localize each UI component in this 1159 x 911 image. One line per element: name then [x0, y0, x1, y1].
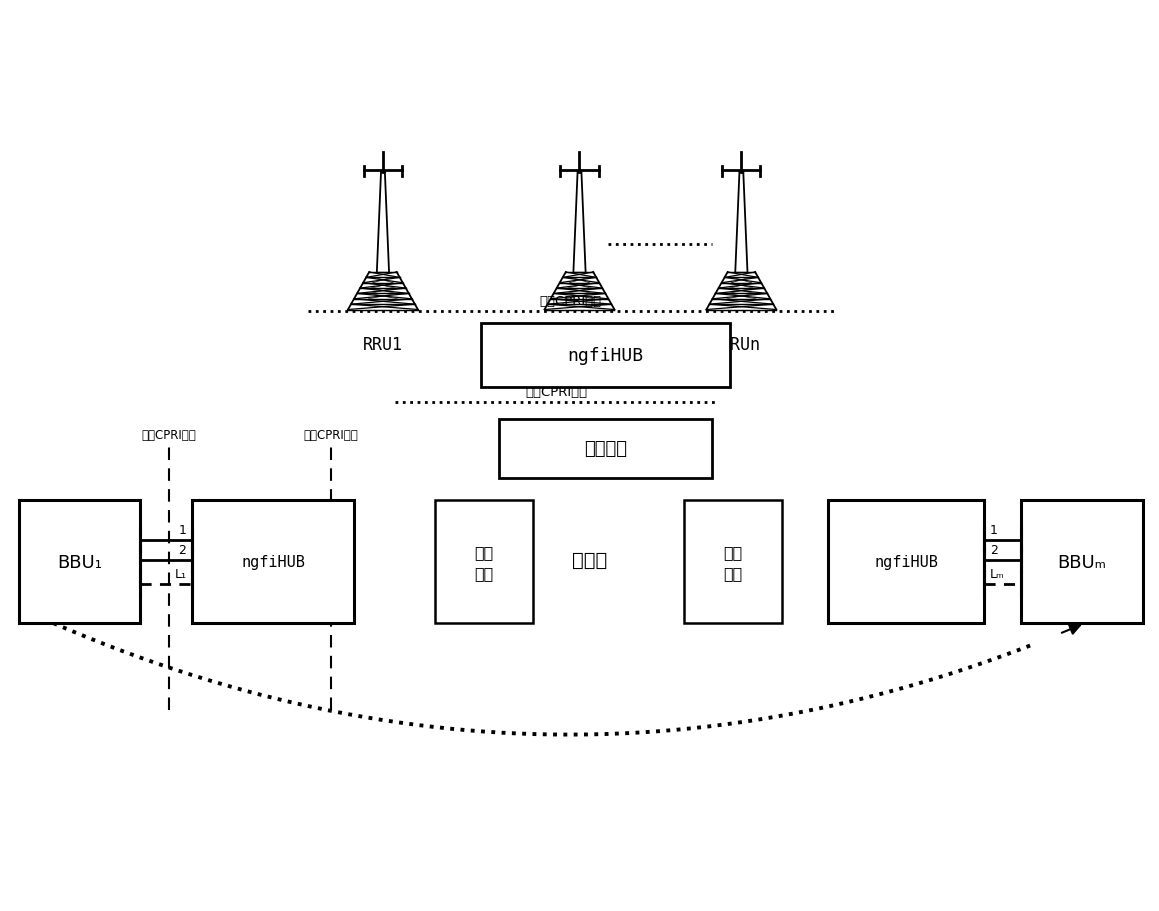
Text: ngfiHUB: ngfiHUB	[241, 555, 305, 569]
Text: BBU₁: BBU₁	[57, 553, 102, 571]
Text: RRU1: RRU1	[363, 335, 403, 353]
FancyBboxPatch shape	[828, 501, 984, 623]
Text: RRU2: RRU2	[560, 335, 599, 353]
Text: 低速CPRI接口: 低速CPRI接口	[141, 429, 196, 442]
Text: 低速CPRI接口: 低速CPRI接口	[540, 294, 602, 307]
Text: 传输
设备: 传输 设备	[474, 544, 494, 580]
Text: ngfiHUB: ngfiHUB	[874, 555, 938, 569]
Text: 高速CPRI接口: 高速CPRI接口	[304, 429, 358, 442]
Text: L₁: L₁	[174, 568, 187, 581]
FancyBboxPatch shape	[19, 501, 140, 623]
Text: 传输
设备: 传输 设备	[723, 544, 742, 580]
Text: Lₘ: Lₘ	[990, 568, 1005, 581]
FancyBboxPatch shape	[684, 501, 782, 623]
Text: 传输设备: 传输设备	[584, 440, 627, 457]
Text: 1: 1	[990, 523, 998, 537]
Text: 2: 2	[990, 543, 998, 557]
Text: 1: 1	[178, 523, 187, 537]
FancyBboxPatch shape	[498, 419, 713, 478]
Text: 高速CPRI接口: 高速CPRI接口	[525, 385, 588, 398]
Text: 前传网: 前传网	[573, 550, 607, 569]
FancyBboxPatch shape	[1021, 501, 1143, 623]
Text: BBUₘ: BBUₘ	[1057, 553, 1107, 571]
Text: ngfiHUB: ngfiHUB	[568, 346, 643, 364]
FancyBboxPatch shape	[481, 323, 730, 387]
Text: 2: 2	[178, 543, 187, 557]
FancyBboxPatch shape	[435, 501, 533, 623]
FancyBboxPatch shape	[192, 501, 353, 623]
Text: RRUn: RRUn	[721, 335, 761, 353]
